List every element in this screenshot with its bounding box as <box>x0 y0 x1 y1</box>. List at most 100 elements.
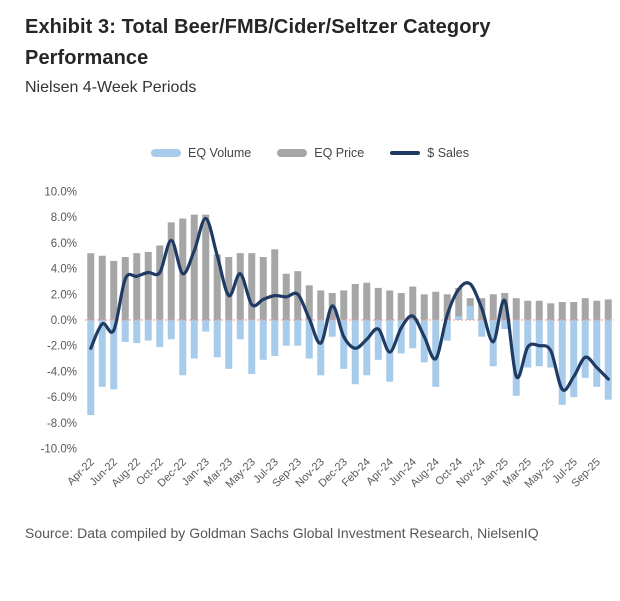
eq-price-bar <box>409 286 417 320</box>
y-axis-label: -4.0% <box>47 366 77 378</box>
legend-item-eq-volume: EQ Volume <box>151 146 251 160</box>
legend-item-sales: $ Sales <box>390 146 469 160</box>
eq-volume-bar <box>455 316 463 320</box>
source-note: Source: Data compiled by Goldman Sachs G… <box>25 525 539 541</box>
exhibit-subtitle: Nielsen 4-Week Periods <box>25 79 197 96</box>
eq-volume-bar <box>121 320 129 342</box>
eq-volume-bar <box>363 320 371 376</box>
eq-volume-bar <box>420 320 428 363</box>
eq-price-bar <box>604 299 612 320</box>
eq-price-bar <box>581 298 589 320</box>
eq-price-bar <box>110 260 118 320</box>
y-axis-label: 8.0% <box>51 212 77 224</box>
eq-price-bar <box>420 294 428 320</box>
eq-volume-bar <box>558 320 566 405</box>
legend-label-eq-price: EQ Price <box>314 146 365 160</box>
eq-volume-swatch-icon <box>151 149 182 157</box>
eq-volume-bar <box>294 320 302 346</box>
eq-volume-bar <box>478 320 486 337</box>
y-axis-label: 10.0% <box>44 187 77 199</box>
eq-volume-bar <box>110 320 118 390</box>
eq-volume-bar <box>581 320 589 378</box>
eq-volume-bar <box>271 320 279 356</box>
eq-price-bar <box>443 294 451 320</box>
eq-price-bar <box>213 254 221 320</box>
eq-volume-bar <box>179 320 187 376</box>
eq-price-bar <box>524 300 532 320</box>
eq-volume-bar <box>190 320 198 359</box>
eq-price-bar <box>179 218 187 320</box>
eq-volume-bar <box>282 320 290 346</box>
eq-volume-bar <box>604 320 612 400</box>
eq-volume-bar <box>133 320 141 344</box>
eq-volume-bar <box>202 320 210 332</box>
eq-volume-bar <box>593 320 601 387</box>
chart-area: 10.0% 8.0% 6.0% 4.0% 2.0% 0.0% -2.0% -4.0% -6.0%… <box>0 170 620 525</box>
eq-price-swatch-icon <box>277 149 308 157</box>
eq-volume-bar <box>524 320 532 368</box>
category-performance-chart: 10.0% 8.0% 6.0% 4.0% 2.0% 0.0% -2.0% -4.0% -6.0%… <box>41 187 614 491</box>
eq-price-bar <box>225 257 233 320</box>
eq-volume-bar <box>317 320 325 376</box>
eq-volume-bar <box>397 320 405 354</box>
eq-price-bar <box>535 300 543 320</box>
eq-volume-bar <box>432 320 440 387</box>
exhibit-header: Exhibit 3: Total Beer/FMB/Cider/Seltzer … <box>25 12 597 97</box>
eq-volume-bar <box>547 320 555 368</box>
eq-volume-bar <box>501 320 509 329</box>
chart-legend: EQ Volume EQ Price $ Sales <box>0 146 620 160</box>
eq-price-bar <box>236 253 244 320</box>
eq-price-bar <box>121 257 129 320</box>
eq-volume-bar <box>409 320 417 349</box>
eq-price-bar <box>455 287 463 320</box>
eq-price-bar <box>317 290 325 320</box>
eq-volume-bar <box>512 320 520 396</box>
eq-volume-bar <box>305 320 313 359</box>
y-axis-label: -8.0% <box>47 418 77 430</box>
eq-volume-bar <box>535 320 543 367</box>
eq-price-bar <box>570 302 578 320</box>
eq-volume-bar <box>328 320 336 337</box>
eq-volume-bar <box>225 320 233 369</box>
eq-volume-bar <box>374 320 382 360</box>
eq-price-bar <box>558 302 566 320</box>
eq-price-bar <box>397 293 405 320</box>
eq-price-bar <box>133 253 141 320</box>
y-axis-label: 2.0% <box>51 289 77 301</box>
y-axis-label: 0.0% <box>51 315 77 327</box>
eq-volume-bar <box>443 320 451 341</box>
eq-volume-bar <box>87 320 95 416</box>
eq-price-bar <box>547 303 555 320</box>
eq-price-bar <box>144 251 152 320</box>
eq-volume-bar <box>98 320 106 387</box>
eq-price-bar <box>259 257 267 320</box>
eq-price-bar <box>156 245 164 320</box>
eq-price-bar <box>374 287 382 320</box>
y-axis-label: -6.0% <box>47 392 77 404</box>
eq-volume-bar <box>167 320 175 340</box>
y-axis-label: 6.0% <box>51 238 77 250</box>
eq-volume-bar <box>156 320 164 347</box>
eq-volume-bar <box>570 320 578 398</box>
eq-price-bar <box>593 300 601 320</box>
eq-price-bar <box>501 293 509 320</box>
eq-price-bar <box>202 214 210 320</box>
sales-line <box>89 216 610 392</box>
eq-price-bar <box>351 284 359 320</box>
legend-item-eq-price: EQ Price <box>277 146 364 160</box>
y-axis-label: -10.0% <box>41 444 77 456</box>
eq-price-bar <box>248 253 256 320</box>
eq-price-bar <box>271 249 279 320</box>
y-axis-label: -2.0% <box>47 341 77 353</box>
eq-volume-bar <box>213 320 221 358</box>
eq-price-bar <box>386 290 394 320</box>
eq-price-bar <box>98 255 106 320</box>
eq-price-bar <box>87 253 95 320</box>
eq-volume-bar <box>144 320 152 341</box>
eq-volume-bar <box>236 320 244 340</box>
eq-price-bar <box>167 222 175 320</box>
eq-volume-bar <box>340 320 348 369</box>
eq-price-bar <box>432 291 440 320</box>
eq-price-bar <box>512 298 520 320</box>
